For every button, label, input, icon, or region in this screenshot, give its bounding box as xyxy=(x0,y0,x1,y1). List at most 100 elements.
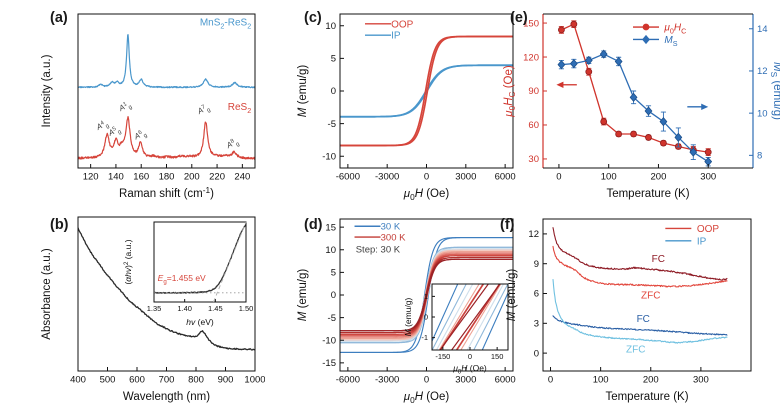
panel-a-series xyxy=(78,33,255,160)
series-di-60K xyxy=(473,284,508,350)
panel-c-ticks: -6000 -3000 0 3000 6000 -10 -5 0 5 10 xyxy=(322,21,515,183)
legend-label: μ0HC xyxy=(663,23,686,36)
y-tick-label: -5 xyxy=(328,313,336,324)
series-di-90K xyxy=(466,284,505,350)
panel-a-svg: 120 140 160 180 200 220 240 Raman shift (cm-1) I… xyxy=(41,10,256,200)
panel-c-labels: μ0H (Oe) M (emu/g) (c) xyxy=(297,10,449,202)
y-tick-label: 90 xyxy=(528,86,539,97)
panel-c-svg: -6000 -3000 0 3000 6000 -10 -5 0 5 10 μ0H (Oe) M (e… xyxy=(297,10,516,202)
x-axis-label: Raman shift (cm-1) xyxy=(119,185,214,200)
x-tick-label: 3000 xyxy=(455,375,476,386)
x-axis-label: Temperature (K) xyxy=(605,391,688,403)
panel-e-axes xyxy=(542,13,754,169)
x-tick-label: 300 xyxy=(700,172,716,183)
panel-bi-axes xyxy=(153,221,247,303)
y-tick-label: 3 xyxy=(534,319,539,330)
annotation-text: FC xyxy=(637,314,650,325)
annotation-text: Step: 30 K xyxy=(356,244,401,255)
series-d-300K xyxy=(340,258,513,332)
data-marker xyxy=(704,148,712,156)
series-di-300K xyxy=(439,284,490,350)
x-axis-label: Temperature (K) xyxy=(606,188,689,200)
panel-bi-ticks: 1.35 1.40 1.45 1.50 xyxy=(147,299,253,313)
x-tick-label: 0 xyxy=(468,352,472,361)
data-marker xyxy=(642,34,650,45)
panel-c-series xyxy=(340,35,513,147)
y-tick-label: 1 xyxy=(424,292,428,301)
annotation-text: A5g xyxy=(106,124,123,140)
series-di-150K xyxy=(438,284,480,350)
x-tick-label: 900 xyxy=(218,375,234,386)
x-tick-label: 600 xyxy=(129,375,145,386)
panel-f-ticks: 0 100 200 300 0 3 6 9 12 xyxy=(528,229,708,385)
x-tick-label: 0 xyxy=(424,172,429,183)
data-marker xyxy=(630,130,637,138)
x-tick-label: 160 xyxy=(133,172,149,183)
x-tick-label: 100 xyxy=(601,172,617,183)
data-marker xyxy=(599,49,608,59)
annotation-text: MnS2-ReS2 xyxy=(200,18,251,31)
y-tick-label-right: 12 xyxy=(757,66,768,77)
y-axis-label: M (emu/g) xyxy=(506,269,518,322)
y-tick-label-right: 10 xyxy=(757,108,768,119)
x-tick-label: 1.35 xyxy=(147,304,162,313)
x-tick-label: 1000 xyxy=(244,375,265,386)
y-tick-label: 10 xyxy=(325,21,336,32)
legend-label: OOP xyxy=(697,224,720,235)
y-axis-label: M (emu/g) xyxy=(297,269,309,322)
y-tick-label: 150 xyxy=(523,18,539,29)
x-tick-label: 700 xyxy=(159,375,175,386)
x-tick-label: 800 xyxy=(188,375,204,386)
x-tick-label: 140 xyxy=(108,172,124,183)
panel-mh-loops-oop-ip: -6000 -3000 0 3000 6000 -10 -5 0 5 10 μ0H (Oe) M (e… xyxy=(290,2,525,204)
x-tick-label: 120 xyxy=(83,172,99,183)
panel-absorbance: 400 500 600 700 800 900 1000 Wavelength (nm) Abs… xyxy=(30,207,265,407)
panel-letter: (e) xyxy=(510,10,528,26)
y-axis-label: μ0HC (Oe) xyxy=(503,65,517,118)
panel-letter: (d) xyxy=(304,217,323,233)
x-tick-label: 300 xyxy=(693,375,709,386)
x-axis-label: μ0H (Oe) xyxy=(452,363,487,375)
series-f-IP-FC xyxy=(552,315,728,336)
panel-f-labels: Temperature (K) M (emu/g) (f) xyxy=(500,217,689,403)
x-tick-label: 0 xyxy=(424,375,429,386)
panel-e-svg: 0 100 200 3003060901201508101214Temperature… xyxy=(503,10,780,200)
panel-d-series xyxy=(340,236,513,354)
y-tick-label: 0 xyxy=(424,313,428,322)
panel-e-series xyxy=(557,20,713,167)
data-marker xyxy=(659,117,668,126)
data-marker xyxy=(584,56,593,65)
x-tick-label: -3000 xyxy=(375,172,399,183)
data-marker xyxy=(600,118,608,125)
data-marker xyxy=(629,92,638,102)
y-tick-label: 0 xyxy=(534,348,539,359)
y-axis-label: Intensity (a.u.) xyxy=(41,54,53,127)
x-tick-label: 200 xyxy=(643,375,659,386)
annotation-text: FC xyxy=(652,254,665,265)
data-marker xyxy=(558,26,565,34)
panel-di-svg: -150 0 150 -1 0 1 μ0H (Oe) M (emu/g) xyxy=(404,283,509,375)
data-marker xyxy=(614,57,623,66)
series-di-150K xyxy=(460,284,502,350)
series-e-saturation-magnetization-line xyxy=(560,53,709,163)
series-c-IP xyxy=(340,64,513,118)
panel-bi-svg: 1.35 1.40 1.45 1.50 hv (eV) (αhv)2 (a.u.) Eg=1… xyxy=(123,221,253,327)
y-tick-label: 9 xyxy=(534,259,539,270)
x-axis-label: μ0H (Oe) xyxy=(403,391,450,405)
data-marker xyxy=(557,60,566,70)
data-marker xyxy=(615,130,623,138)
panel-coercivity-ms-vs-temperature: 0 100 200 300 30 60 90 120 150 8 10 12 14 Temperature… xyxy=(498,2,780,204)
series-bi-tauc xyxy=(154,224,246,294)
legend-label: OOP xyxy=(391,19,414,30)
y-tick-label: 5 xyxy=(331,54,336,65)
data-marker xyxy=(585,68,593,76)
panel-b-ticks: 400 500 600 700 800 900 1000 xyxy=(70,367,265,386)
x-tick-label: -6000 xyxy=(336,172,360,183)
y-tick-label: 12 xyxy=(528,229,539,240)
